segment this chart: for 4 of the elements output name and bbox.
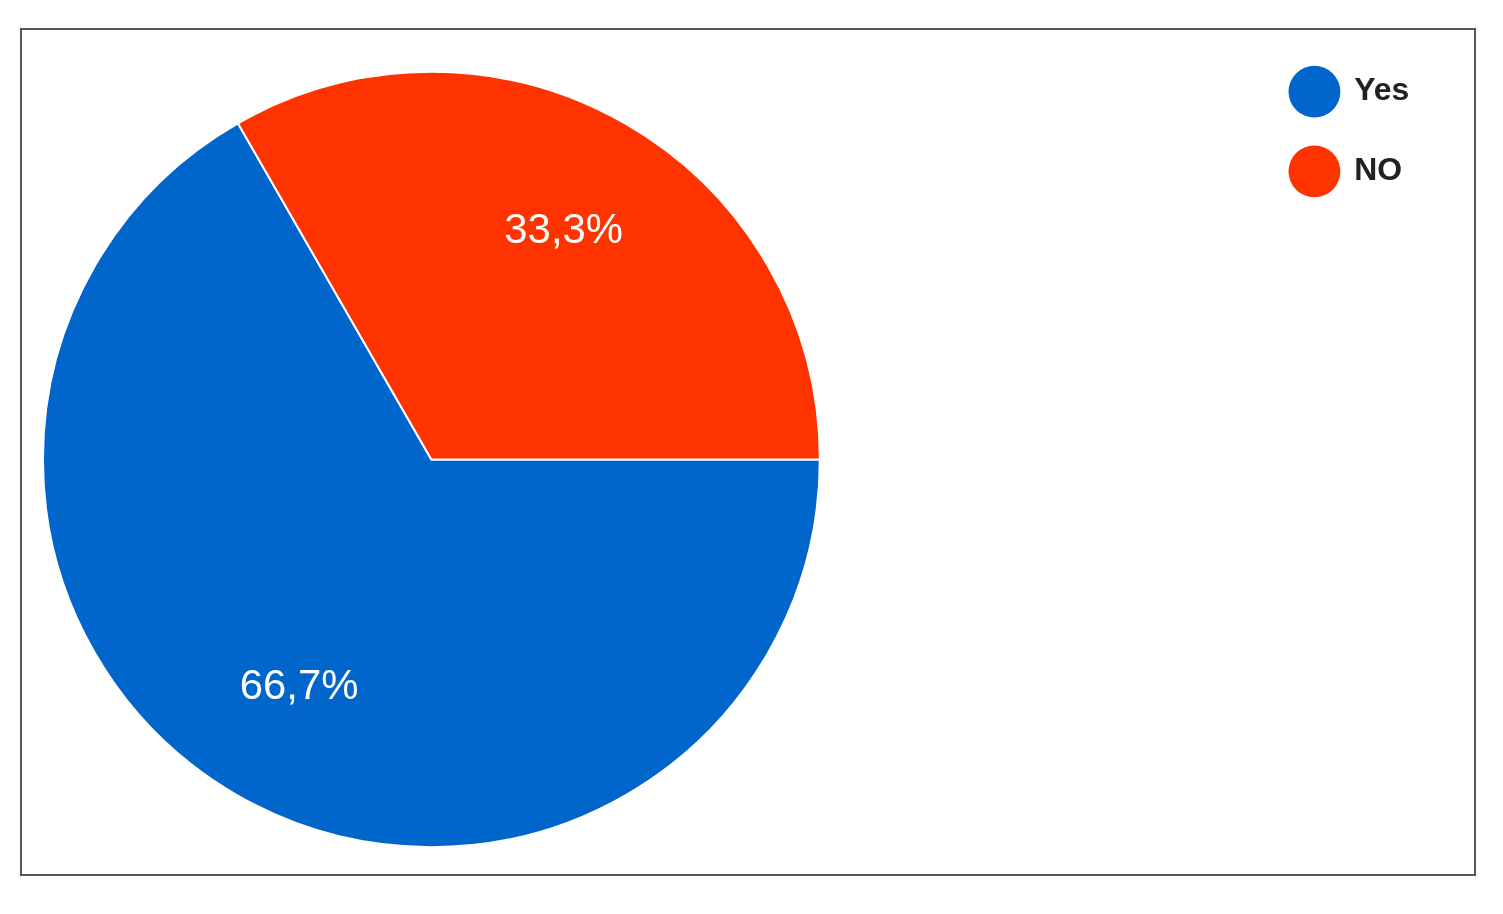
data-label: 33,3% <box>504 204 624 252</box>
data-label: 66,7% <box>239 661 359 709</box>
legend-label: Yes <box>1354 71 1410 108</box>
legend-label: NO <box>1354 151 1403 188</box>
